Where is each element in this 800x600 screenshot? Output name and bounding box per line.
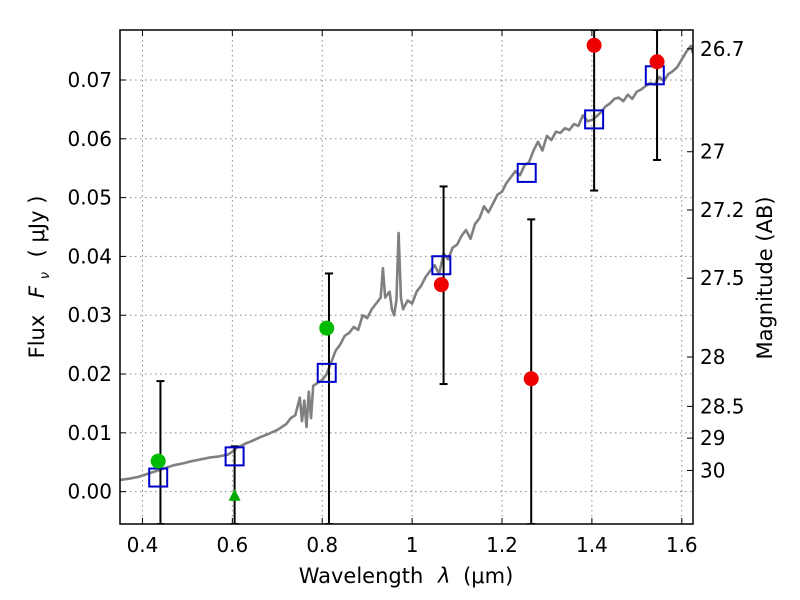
y-tick-label: 0.06 [67, 127, 112, 151]
plot-frame [119, 29, 694, 525]
x-tick-label: 1.6 [666, 533, 698, 557]
model-spectrum-line [120, 44, 693, 482]
right-tick-label: 30 [700, 458, 725, 482]
model-point [516, 162, 537, 183]
right-tick-label: 28.5 [700, 394, 745, 418]
red-point [523, 371, 539, 387]
x-tick-label: 0.8 [306, 533, 338, 557]
x-tick-label: 0.4 [127, 533, 159, 557]
y-axis-label-prefix: Flux [25, 315, 49, 359]
red-point [586, 37, 602, 53]
green-point [319, 320, 335, 336]
x-tick-label: 1.4 [576, 533, 608, 557]
red-point [649, 54, 665, 70]
upper-limit-marker [228, 488, 241, 501]
x-tick-label: 0.6 [216, 533, 248, 557]
x-tick-label: 1 [406, 533, 419, 557]
x-tick-label: 1.2 [486, 533, 518, 557]
grid [120, 30, 693, 524]
x-axis-label-prefix: Wavelength [299, 564, 424, 588]
y-tick-label: 0.02 [67, 362, 112, 386]
y-tick-label: 0.00 [67, 480, 112, 504]
right-tick-label: 27 [700, 140, 725, 164]
right-tick-label: 27.5 [700, 266, 745, 290]
red-point [433, 277, 449, 293]
y-axis-label: Flux F ν ( μJy ) [25, 196, 54, 359]
model-point [644, 65, 665, 86]
right-tick-label: 27.2 [700, 198, 745, 222]
model-point [224, 446, 245, 467]
axes: 0.4 0.6 0.8 1 1.2 1.4 1.6 0.00 0.01 0.02 0.03 0.04 0… [67, 30, 745, 557]
right-tick-label: 28 [700, 345, 725, 369]
y-tick-label: 0.05 [67, 186, 112, 210]
y-axis-label-sub: ν [38, 272, 53, 279]
plot-area [120, 30, 693, 524]
model-point [584, 109, 605, 130]
y-tick-label: 0.01 [67, 421, 112, 445]
right-tick-label: 26.7 [700, 37, 745, 61]
y-axis-label-var: F [25, 285, 49, 298]
y-tick-label: 0.07 [67, 68, 112, 92]
y-tick-label: 0.04 [67, 244, 112, 268]
model-point [316, 362, 337, 383]
y-axis-label-unit: ( μJy ) [25, 196, 49, 258]
right-tick-label: 29 [700, 426, 725, 450]
right-axis-label: Magnitude (AB) [753, 196, 777, 359]
y-tick-label: 0.03 [67, 303, 112, 327]
x-axis-label-var: λ [437, 564, 450, 588]
x-axis-label: Wavelength λ (μm) [299, 564, 514, 588]
x-axis-label-unit: (μm) [463, 564, 513, 588]
model-point [431, 255, 452, 276]
green-point [150, 453, 166, 469]
